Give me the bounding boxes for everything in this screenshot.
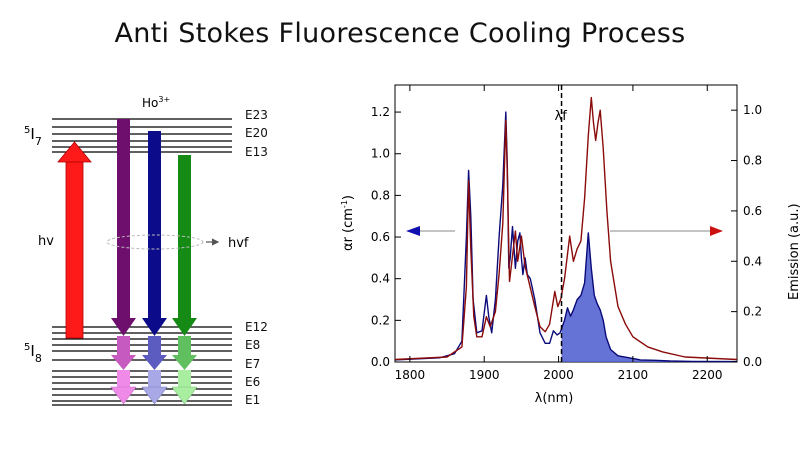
lower-manifold-levels xyxy=(52,326,232,406)
emission-label: hvf xyxy=(228,236,249,251)
y-tick-label-left: 0.6 xyxy=(371,230,390,244)
upper-manifold-label: 5I7 xyxy=(24,125,42,148)
x-tick-label: 2100 xyxy=(618,368,649,382)
lower-manifold-label: 5I8 xyxy=(24,342,42,365)
x-tick-label: 1800 xyxy=(395,368,426,382)
pump-arrow xyxy=(57,141,92,339)
y-tick-label-right: 0.6 xyxy=(743,204,762,218)
y-tick-label-left: 0.4 xyxy=(371,272,390,286)
y-tick-label-left: 0.2 xyxy=(371,313,390,327)
absorption-line xyxy=(394,111,738,363)
level-label-e6: E6 xyxy=(245,375,260,389)
y-tick-label-right: 0.0 xyxy=(743,355,762,369)
y-axis-label-right: Emission (a.u.) xyxy=(787,203,800,300)
y-axis-label-left: αr (cm-1) xyxy=(340,195,356,251)
emission-arrow-e20 xyxy=(141,131,168,405)
level-label-e1: E1 xyxy=(245,393,260,407)
spectrum-chart: 1800 1900 2000 2100 2200 0.0 0.2 0.4 0.6 0.8 1.0 1.… xyxy=(340,84,800,406)
y-tick-label-right: 0.4 xyxy=(743,254,762,268)
pump-label: hv xyxy=(38,234,54,249)
right-arrow-icon xyxy=(710,226,723,236)
emission-arrow-e13 xyxy=(171,155,198,405)
y-tick-label-left: 0.8 xyxy=(371,188,390,202)
level-label-e7: E7 xyxy=(245,357,260,371)
left-arrow-icon xyxy=(406,226,420,236)
x-axis-label: λ(nm) xyxy=(535,391,574,406)
x-tick-label: 1900 xyxy=(469,368,500,382)
ion-label: Ho3+ xyxy=(142,95,170,110)
fluorescence-marker-label: λf xyxy=(555,109,568,124)
y-tick-label-left: 1.2 xyxy=(371,105,390,119)
energy-level-diagram: Ho3+ E23 xyxy=(24,95,268,407)
y-tick-label-right: 1.0 xyxy=(743,103,762,117)
y-tick-label-left: 1.0 xyxy=(371,147,390,161)
y-tick-label-right: 0.2 xyxy=(743,305,762,319)
emission-fill-area xyxy=(561,232,737,362)
level-label-e8: E8 xyxy=(245,338,260,352)
page-title: Anti Stokes Fluorescence Cooling Process xyxy=(114,18,686,49)
x-tick-label: 2000 xyxy=(543,368,574,382)
level-label-e20: E20 xyxy=(245,126,268,140)
emission-arrow-e23 xyxy=(110,119,137,405)
level-label-e23: E23 xyxy=(245,108,268,122)
emission-glow-ellipse xyxy=(106,234,204,250)
x-tick-label: 2200 xyxy=(692,368,723,382)
level-label-e13: E13 xyxy=(245,145,268,159)
emission-line xyxy=(394,96,738,361)
y-tick-label-right: 0.8 xyxy=(743,154,762,168)
level-label-e12: E12 xyxy=(245,320,268,334)
y-tick-label-left: 0.0 xyxy=(371,355,390,369)
upper-manifold-levels xyxy=(52,118,232,153)
